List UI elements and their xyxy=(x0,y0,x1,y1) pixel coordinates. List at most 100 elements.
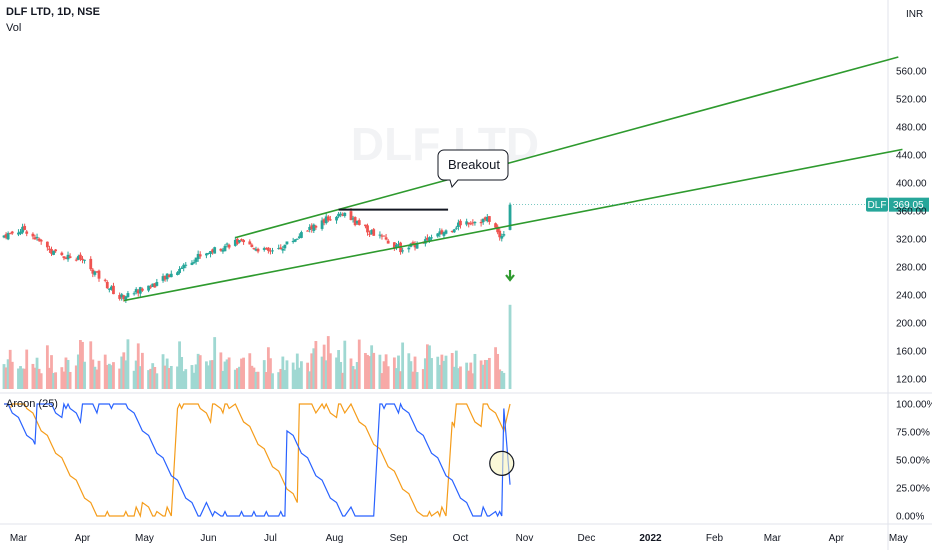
volume-bar xyxy=(300,361,303,389)
volume-bar xyxy=(368,356,371,389)
volume-bar xyxy=(384,354,388,389)
volume-bar xyxy=(395,368,398,389)
candle-body xyxy=(297,236,301,239)
volume-bar xyxy=(225,359,229,389)
candle-body xyxy=(205,253,208,256)
candle-body xyxy=(471,222,475,224)
candle-body xyxy=(240,239,243,241)
volume-bar xyxy=(196,353,200,389)
candle-body xyxy=(105,281,109,289)
volume-bar xyxy=(279,368,283,389)
candle-body xyxy=(79,254,82,260)
volume-bar xyxy=(182,371,186,389)
candle-body xyxy=(169,273,173,278)
volume-bar xyxy=(4,367,8,389)
volume-bar xyxy=(473,353,477,389)
volume-bar xyxy=(180,356,184,389)
volume-bar xyxy=(33,367,37,389)
candle-body xyxy=(81,258,84,261)
volume-bar xyxy=(343,340,347,389)
volume-bar xyxy=(223,361,227,389)
aroon-tick-label: 0.00% xyxy=(896,512,924,523)
volume-bar xyxy=(17,368,20,389)
volume-bar xyxy=(118,368,122,389)
candle-body xyxy=(2,235,6,238)
candle-body xyxy=(93,271,97,275)
aroon-label: Aroon (25) xyxy=(6,398,58,410)
aroon-tick-label: 75.00% xyxy=(896,428,930,439)
price-tick-label: 280.00 xyxy=(896,263,927,274)
volume-bar xyxy=(242,357,245,389)
candle-body xyxy=(147,285,150,291)
candle-body xyxy=(269,250,272,252)
trendlines xyxy=(123,56,903,302)
volume-bar xyxy=(430,358,433,389)
volume-bar xyxy=(62,371,66,389)
volume-bar xyxy=(467,370,471,389)
volume-bar xyxy=(147,370,150,389)
volume-bar xyxy=(479,360,483,389)
volume-bar xyxy=(81,341,84,389)
volume-bar xyxy=(407,353,411,389)
volume-bar xyxy=(436,356,440,389)
candle-body xyxy=(4,234,8,238)
candle-body xyxy=(498,230,502,238)
volume-bar xyxy=(91,359,95,389)
volume-bar xyxy=(335,357,338,389)
volume-bar xyxy=(190,365,194,389)
volume-bar xyxy=(93,366,97,389)
volume-bar xyxy=(105,364,109,389)
candle-body xyxy=(310,225,314,230)
volume-bar xyxy=(320,356,324,389)
candle-body xyxy=(95,271,99,273)
volume-bar xyxy=(97,360,101,389)
volume-bar xyxy=(281,356,285,389)
aroon-up-line xyxy=(4,402,511,519)
candle-body xyxy=(138,287,142,294)
volume-bar xyxy=(68,371,72,389)
volume-bar xyxy=(74,365,78,389)
time-tick-label: 2022 xyxy=(639,533,662,544)
volume-bar xyxy=(454,350,458,389)
symbol-tag-label: DLF xyxy=(868,200,887,211)
volume-bar xyxy=(25,349,29,389)
volume-bar xyxy=(39,373,43,389)
candle-body xyxy=(76,256,80,260)
candlesticks xyxy=(2,202,512,303)
price-tick-label: 240.00 xyxy=(896,291,927,302)
candle-body xyxy=(91,269,95,274)
candle-body xyxy=(19,231,22,234)
volume-bar xyxy=(176,366,179,389)
candle-body xyxy=(242,240,245,243)
volume-bar xyxy=(161,354,165,389)
candle-body xyxy=(256,248,260,252)
volume-bar xyxy=(444,355,448,389)
candle-body xyxy=(395,244,398,248)
candle-body xyxy=(83,259,86,261)
volume-bar xyxy=(496,353,500,389)
candle-body xyxy=(194,257,198,262)
volume-bar xyxy=(151,363,155,389)
volume-bar xyxy=(341,372,345,389)
candle-body xyxy=(415,243,419,249)
price-tick-label: 200.00 xyxy=(896,319,927,330)
aroon-tick-label: 100.00% xyxy=(896,400,932,411)
volume-bar xyxy=(66,359,70,389)
volume-bar xyxy=(409,361,413,389)
candle-body xyxy=(370,230,374,235)
candle-body xyxy=(326,216,330,221)
candle-body xyxy=(386,240,390,244)
volume-bar xyxy=(293,369,297,389)
candle-body xyxy=(254,249,258,251)
volume-bar xyxy=(487,357,491,389)
candle-body xyxy=(118,295,122,299)
candle-body xyxy=(411,242,415,245)
candle-body xyxy=(312,224,316,231)
candle-body xyxy=(250,244,254,247)
volume-bar xyxy=(209,360,212,389)
breakout-callout xyxy=(437,149,509,189)
aroon-tick-label: 50.00% xyxy=(896,456,930,467)
candle-body xyxy=(469,223,473,225)
candle-body xyxy=(382,235,386,237)
